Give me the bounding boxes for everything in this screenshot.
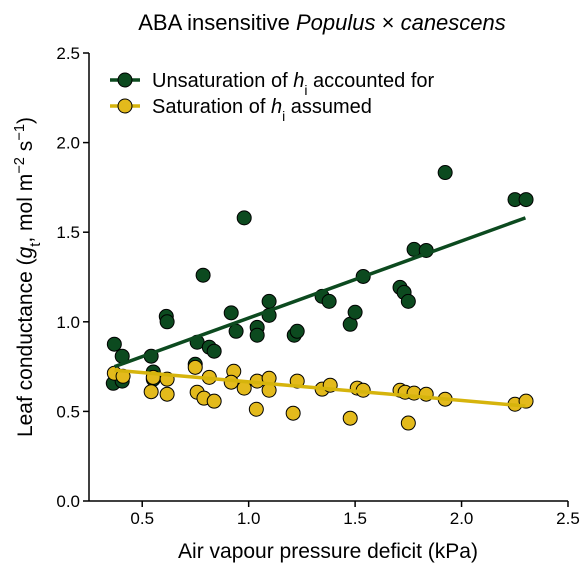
- y-tick-label: 2.5: [56, 44, 80, 63]
- y-axis-label-part: ): [14, 117, 37, 124]
- chart-title-part: canescens: [401, 10, 506, 35]
- point: [249, 327, 265, 343]
- point: [248, 401, 264, 417]
- point: [347, 304, 363, 320]
- x-tick-label: 2.0: [450, 509, 474, 528]
- x-tick-label: 1.5: [343, 509, 367, 528]
- y-tick-label: 0.0: [56, 492, 80, 511]
- point: [106, 336, 122, 352]
- point: [228, 323, 244, 339]
- y-axis-label-part: Leaf conductance (: [14, 258, 37, 437]
- point: [518, 192, 534, 208]
- legend-label-part: i: [282, 108, 285, 124]
- legend-marker: [117, 98, 133, 114]
- point: [159, 314, 175, 330]
- point: [187, 359, 203, 375]
- y-tick-label: 2.0: [56, 134, 80, 153]
- point: [261, 293, 277, 309]
- y-axis-label-part: t: [28, 243, 44, 247]
- point: [285, 405, 301, 421]
- legend-label-part: h: [271, 96, 282, 118]
- legend-marker: [117, 72, 133, 88]
- point: [223, 305, 239, 321]
- point: [143, 384, 159, 400]
- point: [400, 415, 416, 431]
- point: [289, 323, 305, 339]
- x-tick-label: 2.5: [556, 509, 580, 528]
- x-axis-label: Air vapour pressure deficit (kPa): [178, 540, 478, 563]
- point: [206, 343, 222, 359]
- y-tick-label: 1.5: [56, 223, 80, 242]
- chart-title: ABA insensitive Populus × canescens: [138, 10, 506, 35]
- y-tick-label: 1.0: [56, 313, 80, 332]
- chart-title-part: ×: [376, 10, 401, 35]
- y-tick-label: 0.5: [56, 402, 80, 421]
- x-axis-label-part: Air vapour pressure deficit (kPa): [178, 540, 478, 563]
- x-tick-label: 0.5: [130, 509, 154, 528]
- fit-line: [114, 368, 526, 408]
- point: [236, 210, 252, 226]
- point: [437, 165, 453, 181]
- y-axis-label-part: −2: [12, 157, 28, 174]
- y-axis-label: Leaf conductance (gt, mol m−2 s−1): [12, 117, 44, 437]
- y-axis-label-part: , mol m: [14, 174, 37, 243]
- point: [321, 293, 337, 309]
- legend-label-part: i: [304, 82, 307, 98]
- point: [195, 267, 211, 283]
- chart-title-part: ABA insensitive: [138, 10, 296, 35]
- y-axis-label-part: −1: [12, 124, 28, 141]
- y-axis-label-part: s: [14, 141, 37, 157]
- chart-title-part: Populus: [296, 10, 376, 35]
- legend-label-part: h: [293, 70, 304, 92]
- point: [159, 386, 175, 402]
- legend-label-part: Unsaturation of: [152, 70, 293, 92]
- legend-label-part: assumed: [285, 96, 372, 118]
- point: [206, 393, 222, 409]
- legend-label: Unsaturation of hi accounted for: [152, 70, 435, 98]
- legend-label-part: accounted for: [307, 70, 434, 92]
- legend-label: Saturation of hi assumed: [152, 96, 372, 124]
- point: [400, 293, 416, 309]
- y-axis-label-part: g: [14, 246, 37, 258]
- point: [342, 410, 358, 426]
- legend-label-part: Saturation of: [152, 96, 271, 118]
- fit-line: [113, 216, 527, 369]
- x-tick-label: 1.0: [237, 509, 261, 528]
